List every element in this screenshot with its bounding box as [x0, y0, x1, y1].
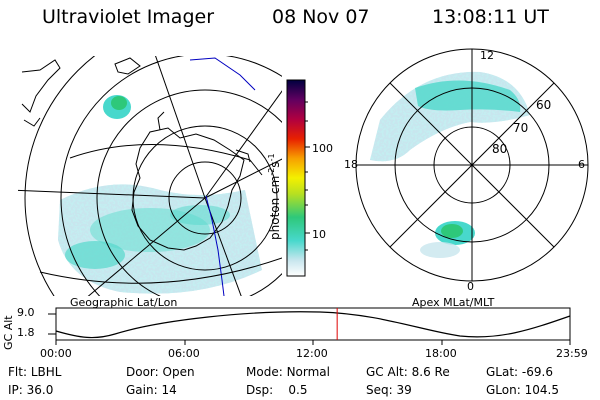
- mlat-label-70: 70: [513, 121, 528, 135]
- instrument-title: Ultraviolet Imager: [42, 6, 215, 28]
- altitude-curve: [55, 311, 571, 339]
- geo-aurora-band: [58, 184, 262, 294]
- apex-aurora-oval: [370, 71, 530, 162]
- mlat-label-60: 60: [536, 98, 551, 112]
- mlat-label-80: 80: [492, 142, 507, 156]
- mlt-label-12: 12: [480, 49, 494, 62]
- colorbar-tick-100: 100: [312, 142, 333, 155]
- alt-ytick-high: 9.0: [17, 306, 35, 319]
- colorbar-unit-label: photon cm-2s-1: [267, 153, 282, 240]
- alt-xtick-0000: 00:00: [40, 347, 72, 360]
- geo-latitude-grid: [24, 56, 282, 296]
- apex-panel-label: Apex MLat/MLT: [412, 296, 495, 309]
- geo-aurora-spot: [103, 95, 131, 119]
- colorbar-scale: [286, 79, 306, 277]
- time-label: 13:08:11 UT: [432, 6, 549, 28]
- apex-aurora-spot: [420, 221, 475, 258]
- terminator-arcs: [39, 144, 282, 284]
- info-glat: GLat: -69.6: [486, 365, 553, 379]
- info-flt: Flt: LBHL: [8, 365, 62, 379]
- alt-xtick-1800: 18:00: [425, 347, 457, 360]
- info-gc-alt: GC Alt: 8.6 Re: [366, 365, 450, 379]
- mlt-label-18: 18: [344, 158, 358, 171]
- alt-xtick-2359: 23:59: [556, 347, 588, 360]
- info-dsp: Dsp: 0.5: [246, 383, 308, 397]
- geo-longitude-grid: [18, 56, 282, 296]
- info-door: Door: Open: [126, 365, 195, 379]
- altitude-ticks: [48, 313, 571, 345]
- altitude-plot-frame: [55, 307, 571, 341]
- info-glon: GLon: 104.5: [486, 383, 559, 397]
- info-seq: Seq: 39: [366, 383, 412, 397]
- alt-xtick-1200: 12:00: [296, 347, 328, 360]
- date-label: 08 Nov 07: [272, 6, 370, 28]
- apex-grid: [355, 48, 589, 282]
- satellite-track: [189, 57, 256, 296]
- alt-xtick-0600: 06:00: [168, 347, 200, 360]
- colorbar-tick-10: 10: [312, 228, 326, 241]
- info-mode: Mode: Normal: [246, 365, 330, 379]
- geo-panel-label: Geographic Lat/Lon: [70, 296, 178, 309]
- mlt-label-6: 6: [578, 158, 585, 171]
- info-ip: IP: 36.0: [8, 383, 54, 397]
- mlt-label-0: 0: [467, 280, 474, 293]
- info-gain: Gain: 14: [126, 383, 177, 397]
- alt-ytick-low: 1.8: [17, 326, 35, 339]
